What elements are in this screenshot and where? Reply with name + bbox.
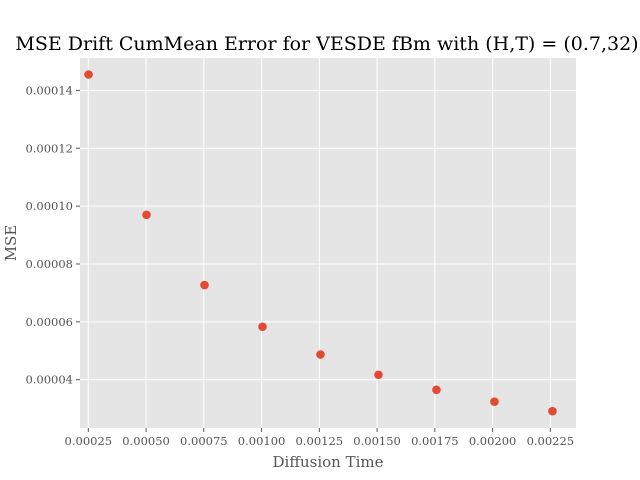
- y-axis-ticks: 0.00004 0.00006 0.00008 0.00010 0.00012 0.000…: [25, 83, 80, 387]
- x-tick-label: 0.00175: [411, 434, 459, 448]
- data-point: [258, 322, 267, 332]
- chart-title-text: MSE Drift CumMean Error for VESDE fBm wi…: [15, 33, 638, 55]
- data-point: [200, 280, 209, 290]
- data-point: [84, 70, 93, 79]
- data-point: [374, 370, 383, 380]
- x-tick-label: 0.00100: [238, 434, 286, 448]
- data-point: [548, 406, 557, 416]
- x-tick-label: 0.00050: [122, 434, 170, 448]
- y-tick-label: 0.00010: [25, 199, 73, 213]
- x-tick-label: 0.00025: [65, 434, 113, 448]
- x-tick-label: 0.00125: [296, 434, 344, 448]
- plot-area: [80, 58, 576, 428]
- y-tick-label: 0.00014: [25, 83, 73, 97]
- x-tick-label: 0.00225: [527, 434, 575, 448]
- x-tick-label: 0.00075: [180, 434, 228, 448]
- x-axis-label: Diffusion Time: [273, 453, 384, 471]
- data-point: [316, 350, 325, 359]
- y-tick-label: 0.00012: [25, 141, 73, 155]
- data-point: [142, 210, 151, 220]
- y-tick-label: 0.00006: [25, 315, 73, 329]
- y-axis-label: MSE: [2, 225, 20, 262]
- y-tick-label: 0.00008: [25, 257, 73, 271]
- chart-title: MSE Drift CumMean Error for VESDE fBm wi…: [15, 33, 638, 55]
- x-axis-ticks: 0.00025 0.00050 0.00075 0.00100 0.00125 0.001…: [65, 428, 575, 448]
- grid-lines: [80, 58, 576, 428]
- y-tick-label: 0.00004: [25, 373, 73, 387]
- x-tick-label: 0.00150: [353, 434, 401, 448]
- x-tick-label: 0.00200: [469, 434, 517, 448]
- data-points: [84, 70, 557, 416]
- data-point: [490, 397, 499, 406]
- data-point: [432, 385, 441, 395]
